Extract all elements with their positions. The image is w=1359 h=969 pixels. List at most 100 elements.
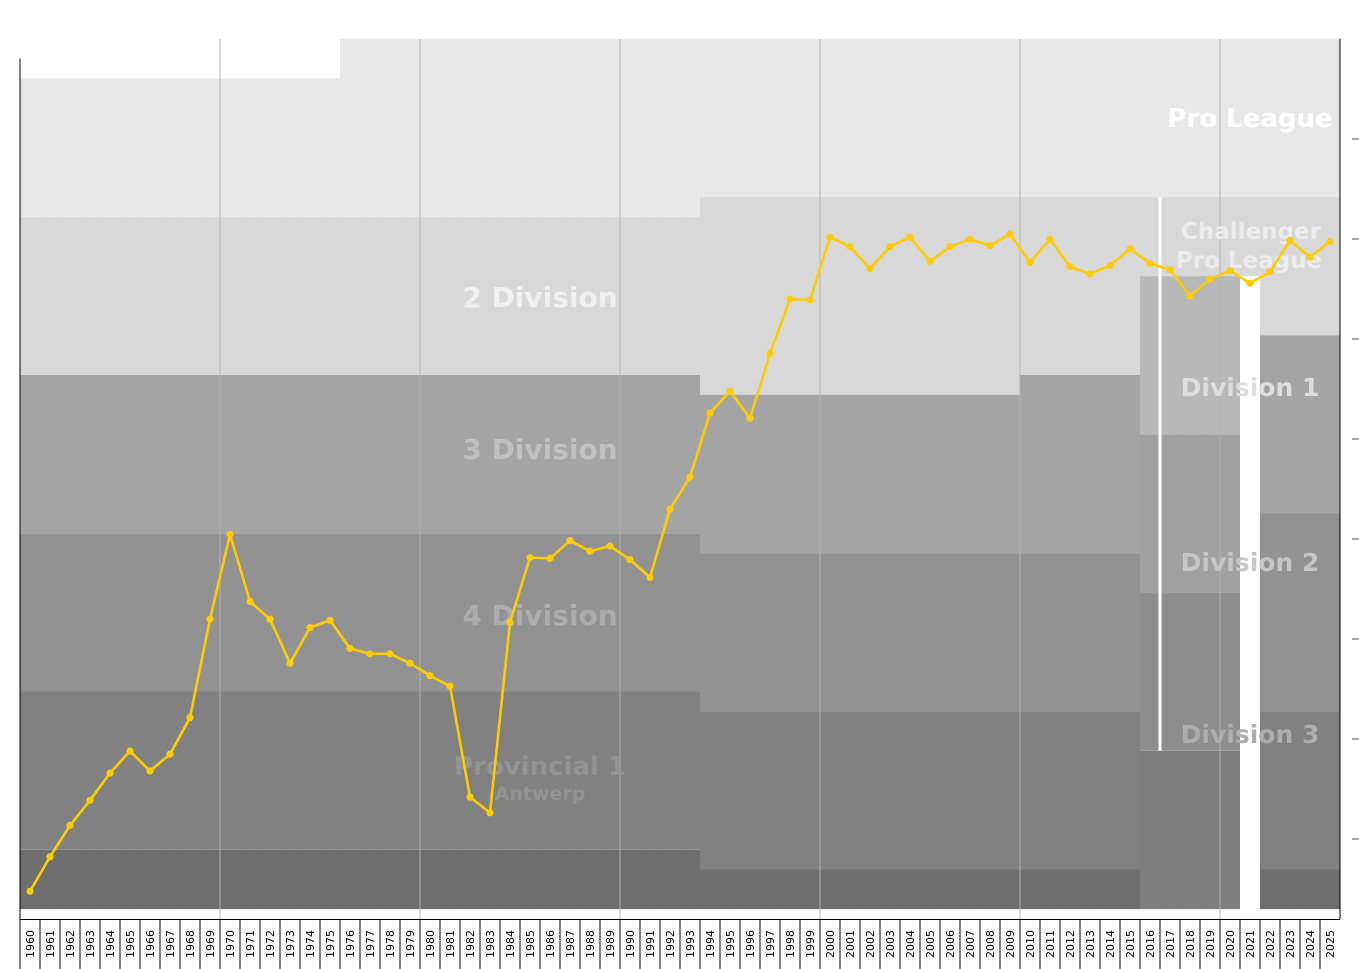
- tier-band: [1140, 434, 1161, 593]
- tier-band: [780, 553, 801, 712]
- x-tick-label: 1983: [484, 930, 497, 958]
- tier-band: [760, 711, 781, 870]
- label-4-division: 4 Division: [462, 599, 617, 632]
- tier-band: [960, 869, 981, 910]
- tier-band: [340, 849, 361, 910]
- tier-band: [1220, 197, 1241, 277]
- tier-band: [1260, 197, 1281, 336]
- tier-band: [1260, 38, 1281, 197]
- x-tick-label: 2014: [1104, 930, 1117, 958]
- tier-band: [220, 216, 241, 375]
- tier-band: [1320, 38, 1341, 197]
- tier-band: [1020, 711, 1041, 870]
- tier-band: [920, 394, 941, 553]
- tier-band: [1260, 335, 1281, 514]
- season-point-2004: [906, 233, 914, 241]
- tier-band: [1060, 38, 1081, 197]
- tier-band: [1280, 513, 1301, 712]
- tier-band: [220, 78, 241, 217]
- tier-band: [1180, 750, 1201, 910]
- tier-band: [700, 553, 721, 712]
- x-tick-label: 2003: [884, 930, 897, 958]
- x-tick-label: 2000: [824, 930, 837, 958]
- tier-band: [820, 197, 841, 395]
- x-tick-label: 1990: [624, 930, 637, 958]
- tier-band: [220, 533, 241, 692]
- tier-band: [320, 78, 341, 217]
- season-point-2011: [1046, 235, 1054, 243]
- tier-band: [20, 533, 41, 692]
- x-tick-label: 1991: [644, 930, 657, 958]
- tier-band: [960, 711, 981, 870]
- season-point-1987: [566, 537, 574, 545]
- season-point-1985: [526, 553, 534, 562]
- tier-band: [800, 553, 821, 712]
- season-point-2016: [1146, 259, 1154, 267]
- season-point-1980: [426, 672, 434, 680]
- tier-band: [1280, 869, 1301, 910]
- tier-band: [980, 711, 1001, 870]
- season-point-1967: [166, 750, 174, 758]
- x-tick-label: 1997: [764, 930, 777, 958]
- tier-band: [1240, 276, 1261, 910]
- tier-band: [300, 375, 321, 534]
- tier-band: [1180, 434, 1201, 593]
- tier-band: [820, 553, 841, 712]
- tier-band: [820, 394, 841, 553]
- tier-band: [240, 375, 261, 534]
- tier-band: [1040, 38, 1061, 197]
- season-point-1995: [726, 387, 734, 395]
- tier-band: [1000, 394, 1021, 553]
- tier-band: [720, 711, 741, 870]
- tier-band: [1020, 38, 1041, 197]
- x-tick-label: 2015: [1124, 930, 1137, 958]
- x-tick-label: 1993: [684, 930, 697, 958]
- season-point-2017: [1166, 266, 1174, 274]
- tier-band: [1260, 869, 1281, 910]
- x-tick-label: 1961: [44, 930, 57, 958]
- tier-band: [600, 216, 621, 375]
- tier-band: [280, 216, 301, 375]
- tier-band: [720, 38, 741, 197]
- season-point-1966: [146, 767, 154, 775]
- x-tick-label: 2009: [1004, 930, 1017, 958]
- season-point-2007: [966, 235, 974, 243]
- tier-band: [540, 533, 561, 692]
- tier-band: [1140, 276, 1161, 435]
- tier-band: [1000, 197, 1021, 395]
- tier-band: [1080, 711, 1101, 870]
- x-tick-label: 1980: [424, 930, 437, 958]
- tier-band: [540, 38, 561, 217]
- season-point-1986: [546, 554, 554, 563]
- tier-band: [580, 849, 601, 910]
- x-tick-label: 1998: [784, 930, 797, 958]
- season-point-1969: [206, 615, 214, 623]
- tier-band: [1080, 38, 1101, 197]
- tier-band: [840, 197, 861, 395]
- tier-band: [680, 216, 701, 375]
- tier-band: [320, 216, 341, 375]
- x-tick-label: 1979: [404, 930, 417, 958]
- tier-labels: Pro League Challenger Pro League 2 Divis…: [454, 104, 1333, 805]
- tier-band: [200, 78, 221, 217]
- tier-band: [1280, 38, 1301, 197]
- tier-band: [560, 38, 581, 217]
- position-series: [26, 230, 1334, 895]
- tier-band: [800, 869, 821, 910]
- x-tick-label: 2021: [1244, 930, 1257, 958]
- tier-band: [180, 691, 201, 850]
- x-tick-label: 1967: [164, 930, 177, 958]
- tier-band: [1200, 38, 1221, 197]
- x-tick-label: 1972: [264, 930, 277, 958]
- tier-band: [880, 869, 901, 910]
- x-tick-label: 2010: [1024, 930, 1037, 958]
- tier-band: [1040, 375, 1061, 553]
- tier-band: [740, 869, 761, 910]
- tier-band: [600, 375, 621, 534]
- tier-band: [840, 38, 861, 197]
- x-tick-label: 1984: [504, 930, 517, 958]
- x-tick-label: 1966: [144, 930, 157, 958]
- tier-band: [1100, 38, 1121, 197]
- tier-band: [460, 38, 481, 217]
